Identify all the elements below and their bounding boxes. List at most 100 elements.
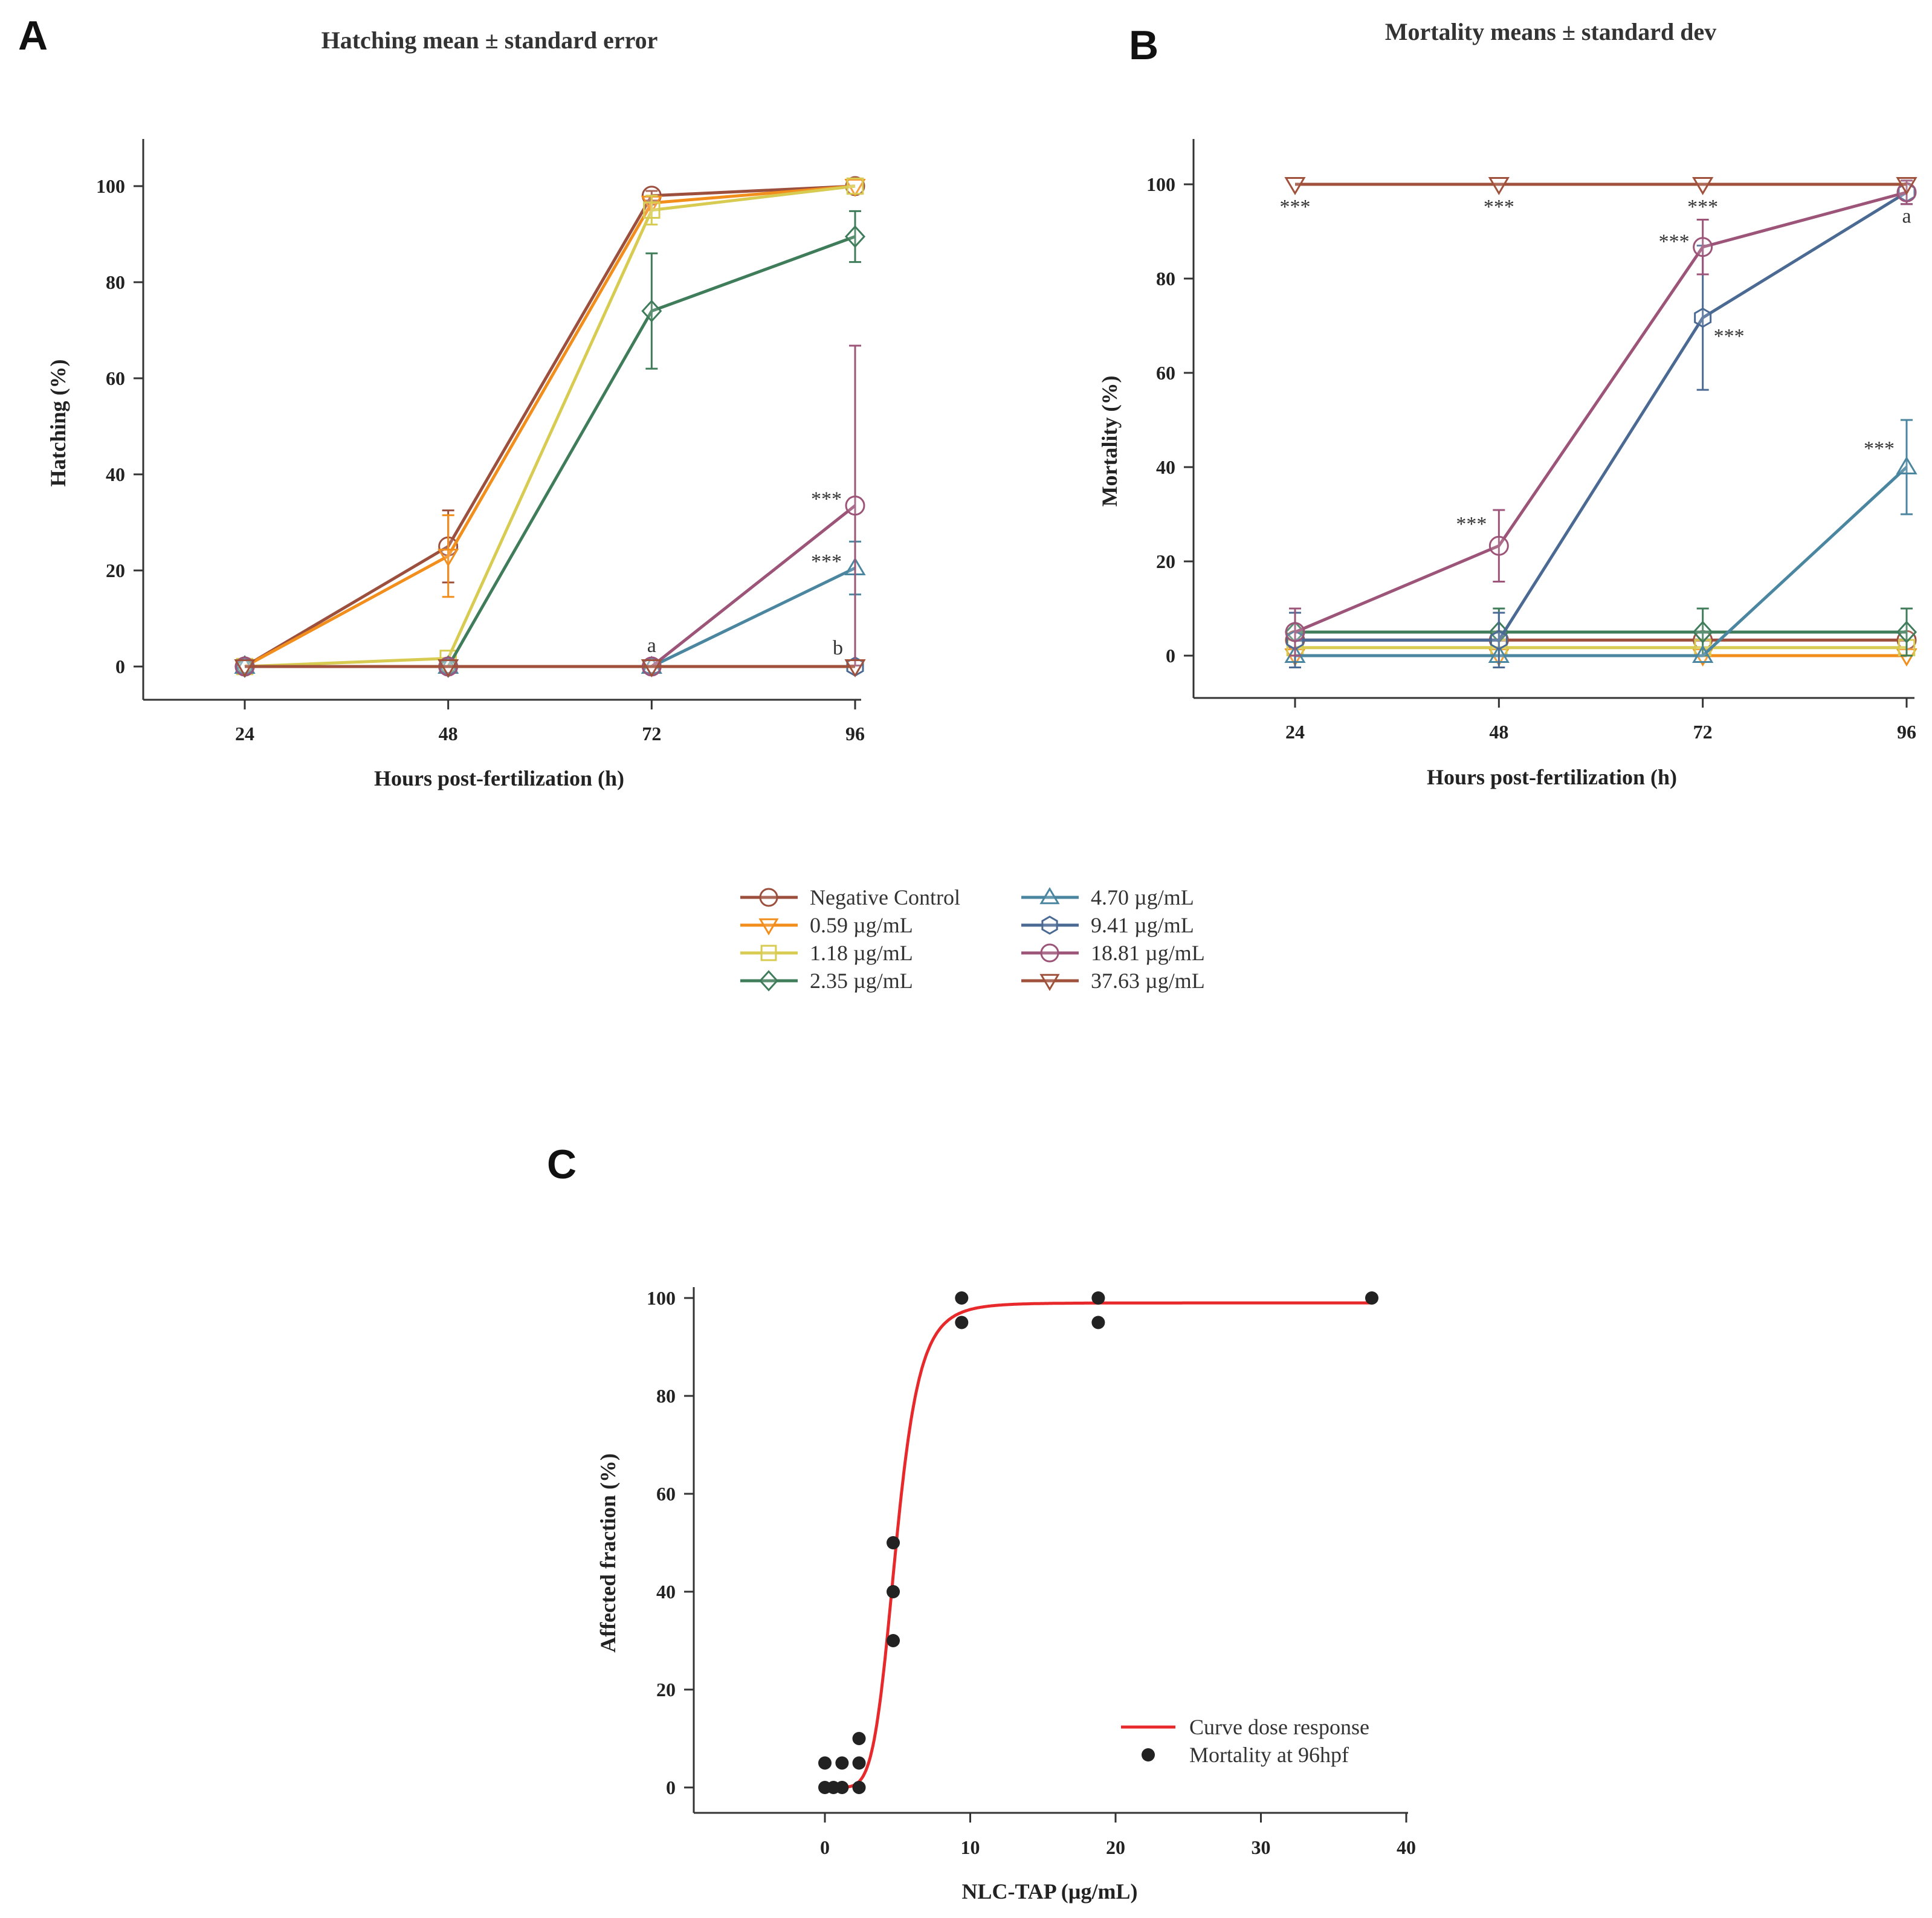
axis-ticks-c: 0 20 40 60 80 100 0 10 20 30 40: [647, 1287, 1416, 1858]
y-tick-label: 20: [106, 560, 125, 581]
legend-item: 9.41 µg/mL: [1021, 913, 1194, 937]
x-axis-label-a: Hours post-fertilization (h): [374, 766, 624, 790]
data-point: [835, 1781, 849, 1794]
legend-label: 0.59 µg/mL: [810, 913, 913, 937]
annotations-b: *** *** *** *** *** *** *** a: [1280, 196, 1911, 535]
data-point: [844, 659, 866, 677]
data-point: [1284, 177, 1306, 195]
data-point: [1488, 535, 1509, 556]
y-tick-label: 0: [115, 656, 125, 677]
chart-title-b: Mortality means ± standard dev: [1385, 18, 1717, 45]
series: [234, 210, 866, 678]
y-tick-label: 100: [647, 1287, 676, 1309]
panel-a: A Hatching mean ± standard error 0 20 40 60…: [18, 13, 866, 790]
x-tick-label: 24: [235, 723, 254, 744]
data-point: [1091, 1291, 1105, 1305]
y-tick-label: 20: [656, 1679, 676, 1700]
series: [234, 176, 865, 677]
data-point: [1692, 645, 1714, 663]
series-line: [244, 184, 856, 668]
series-group-b: [1284, 177, 1917, 668]
data-point: [852, 1732, 866, 1745]
annotation: ***: [1280, 196, 1311, 218]
annotation: ***: [1456, 513, 1487, 535]
legend-label: 9.41 µg/mL: [1091, 913, 1194, 937]
annotation: ***: [1864, 438, 1895, 460]
y-tick-label: 40: [1156, 456, 1175, 478]
annotations-a: *** *** a b: [647, 488, 843, 659]
data-point: [1693, 237, 1713, 257]
data-point: [1285, 622, 1305, 642]
legend-item: Curve dose response: [1121, 1715, 1369, 1739]
series: [234, 659, 866, 677]
data-point: [1694, 308, 1712, 328]
data-point: [955, 1316, 969, 1329]
data-point: [835, 1756, 849, 1770]
data-point: [1091, 1316, 1105, 1329]
series: [234, 179, 866, 677]
annotation: ***: [1484, 196, 1514, 218]
legend-item: Negative Control: [740, 885, 960, 909]
y-tick-label: 0: [666, 1777, 676, 1798]
y-tick-label: 60: [1156, 362, 1175, 384]
data-point: [1896, 621, 1917, 644]
series: [234, 344, 865, 677]
y-tick-label: 100: [96, 175, 125, 197]
data-point: [1490, 630, 1508, 650]
panel-b: B Mortality means ± standard dev 0 20 40 60…: [1097, 18, 1917, 789]
data-point: [1896, 177, 1917, 195]
annotation: ***: [1714, 325, 1745, 347]
data-point: [818, 1756, 832, 1770]
annotation: ***: [811, 488, 842, 511]
x-tick-label: 10: [961, 1836, 980, 1858]
series: [1284, 419, 1917, 663]
legend-item: Mortality at 96hpf: [1142, 1743, 1349, 1767]
annotation: a: [647, 634, 656, 657]
panel-c: C 0 20 40 60 80 100 0 10 20 30 40 Curve dose respo…: [547, 1141, 1416, 1903]
legend-marker: [758, 970, 779, 992]
legend-item: 18.81 µg/mL: [1021, 941, 1205, 965]
legend-label: 2.35 µg/mL: [810, 969, 913, 993]
y-tick-label: 0: [1166, 645, 1175, 667]
series: [236, 177, 864, 676]
chart-title-a: Hatching mean ± standard error: [321, 27, 658, 54]
data-point: [438, 549, 459, 567]
legend-label: 4.70 µg/mL: [1091, 885, 1194, 909]
legend-label: 37.63 µg/mL: [1091, 969, 1205, 993]
legend-marker: [1039, 974, 1060, 991]
data-point: [641, 299, 662, 323]
legend-marker: [1039, 887, 1060, 905]
x-tick-label: 72: [1693, 721, 1713, 743]
x-axis-label-b: Hours post-fertilization (h): [1427, 765, 1677, 789]
data-point: [1896, 456, 1917, 474]
x-tick-label: 40: [1397, 1836, 1416, 1858]
axis-ticks-a: 0 20 40 60 80 100 24 48 72 96: [96, 175, 865, 744]
x-tick-label: 72: [642, 723, 661, 744]
annotation: ***: [1687, 196, 1718, 218]
legend-label: Negative Control: [810, 885, 960, 909]
data-point: [955, 1291, 969, 1305]
legend-dot: [1142, 1748, 1155, 1761]
legend-marker: [760, 944, 777, 961]
legend-marker: [1040, 943, 1059, 963]
panel-letter-a: A: [18, 13, 48, 59]
y-axis-label-c: Affected fraction (%): [596, 1453, 620, 1653]
legend-item: 0.59 µg/mL: [740, 913, 913, 937]
x-tick-label: 96: [845, 723, 865, 744]
legend-item: 4.70 µg/mL: [1021, 885, 1194, 909]
legend-marker: [759, 888, 778, 907]
x-tick-label: 30: [1252, 1836, 1271, 1858]
legend-label: Curve dose response: [1189, 1715, 1369, 1739]
annotation: ***: [811, 551, 842, 573]
data-point: [845, 496, 865, 516]
legend: Negative Control 0.59 µg/mL 1.18 µg/mL 2.35…: [740, 885, 1205, 993]
legend-item: 1.18 µg/mL: [740, 941, 913, 965]
x-tick-label: 48: [1489, 721, 1508, 743]
legend-marker: [1041, 915, 1058, 935]
x-tick-label: 48: [439, 723, 458, 744]
panel-letter-c: C: [547, 1141, 577, 1187]
annotation: b: [833, 637, 843, 659]
y-tick-label: 80: [106, 271, 125, 293]
data-point: [1692, 621, 1713, 644]
legend-c: Curve dose response Mortality at 96hpf: [1121, 1715, 1369, 1767]
